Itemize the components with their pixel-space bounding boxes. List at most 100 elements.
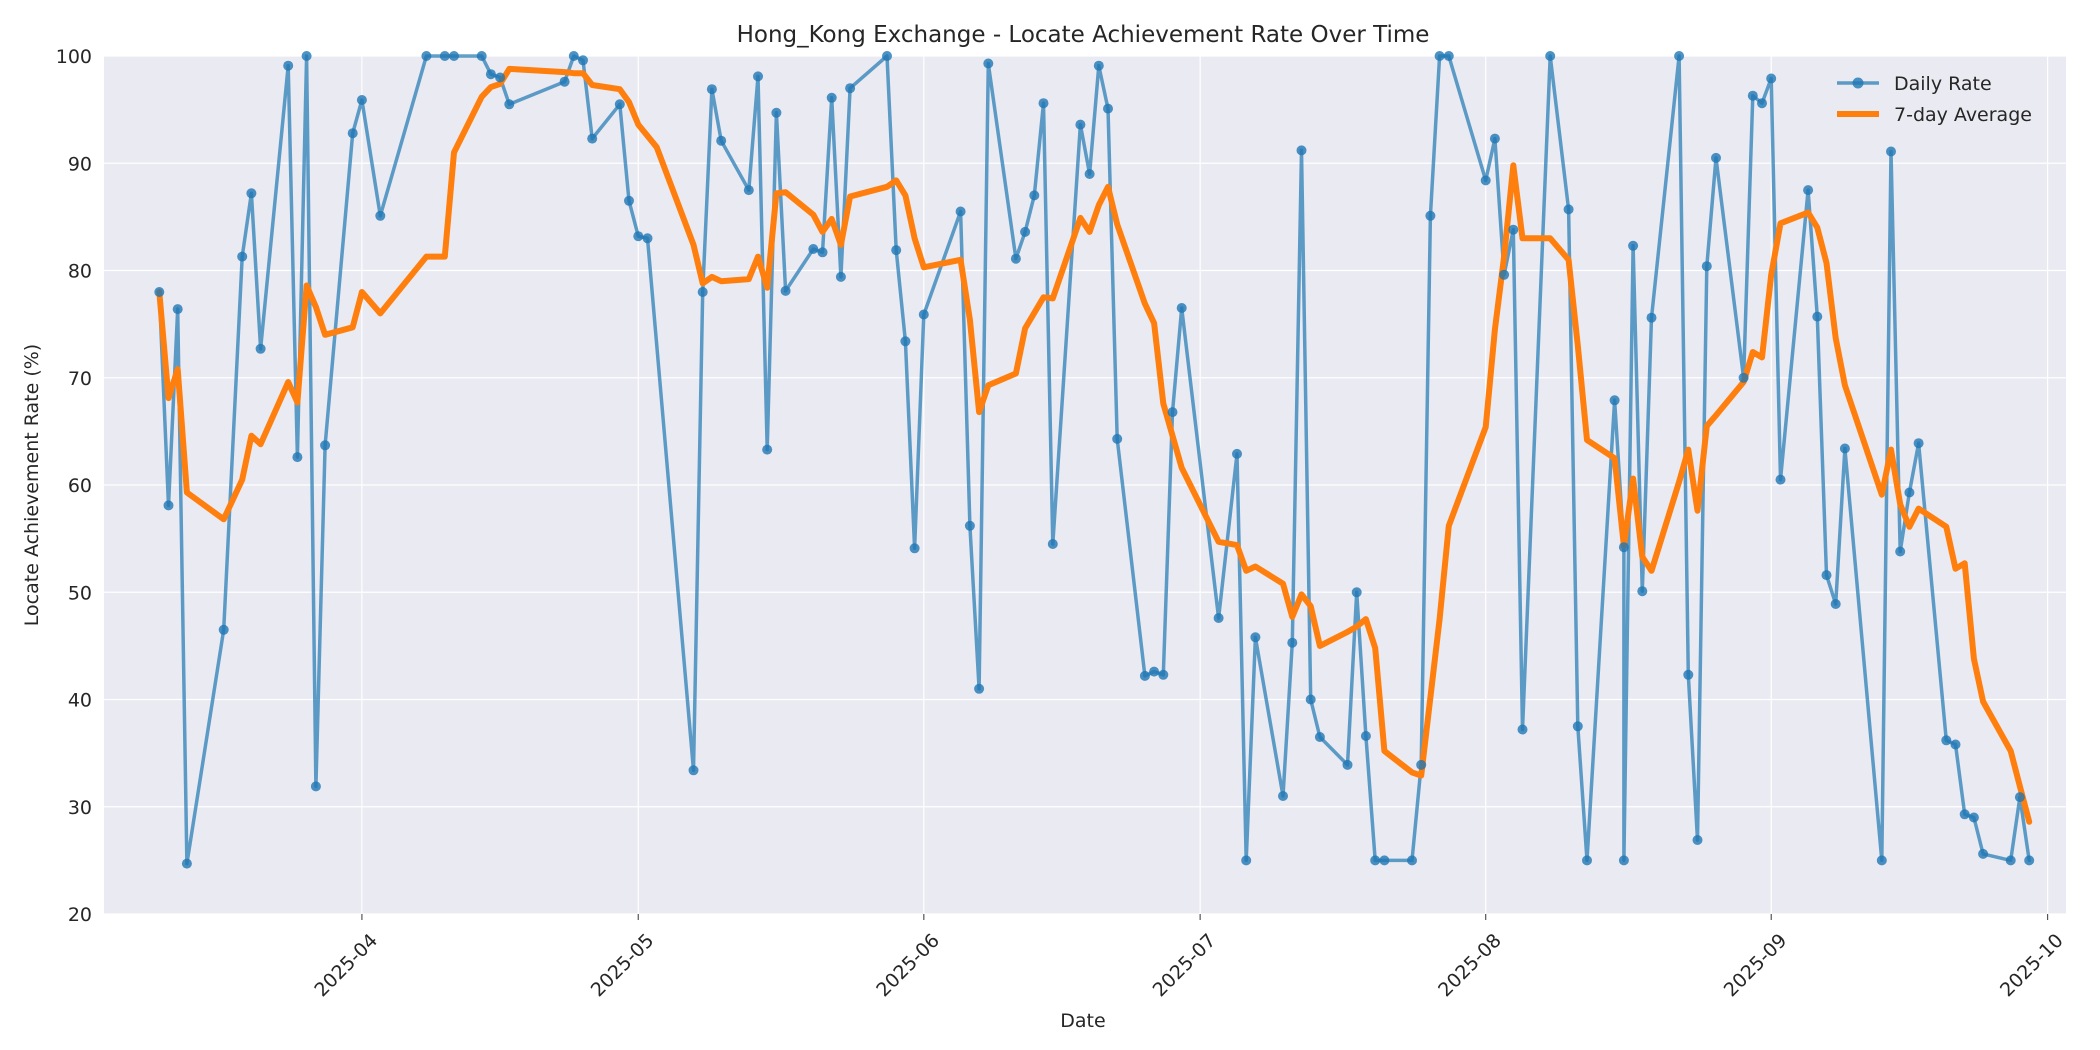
daily-rate-point — [283, 60, 294, 71]
daily-rate-point — [1379, 855, 1390, 866]
daily-rate-point — [1646, 312, 1657, 323]
daily-rate-point — [1434, 51, 1445, 61]
daily-rate-point — [716, 135, 727, 146]
y-tick-label: 60 — [68, 475, 92, 497]
daily-rate-point — [1103, 103, 1113, 114]
daily-rate-point — [1830, 599, 1841, 609]
y-tick-label: 50 — [68, 582, 92, 604]
y-tick-label: 70 — [68, 368, 92, 390]
daily-rate-point — [1517, 724, 1528, 735]
daily-rate-point — [1582, 855, 1592, 866]
daily-rate-point — [1692, 835, 1703, 845]
x-axis-label: Date — [1060, 1010, 1105, 1032]
daily-rate-point — [614, 99, 625, 110]
y-tick-label: 80 — [68, 261, 92, 283]
daily-rate-point — [1941, 735, 1952, 746]
legend-marker-daily-rate — [1852, 77, 1864, 89]
daily-rate-point — [1020, 226, 1031, 237]
daily-rate-point — [163, 500, 174, 511]
daily-rate-point — [835, 271, 846, 282]
daily-rate-point — [1821, 570, 1832, 581]
daily-rate-point — [918, 309, 929, 320]
y-tick-label: 100 — [56, 46, 92, 68]
daily-rate-point — [1637, 586, 1648, 597]
daily-rate-point — [1176, 303, 1187, 313]
daily-rate-point — [1287, 637, 1298, 648]
daily-rate-point — [1232, 448, 1242, 459]
daily-rate-point — [845, 83, 856, 94]
daily-rate-point — [1904, 487, 1915, 498]
daily-rate-point — [246, 188, 257, 199]
daily-rate-point — [1075, 119, 1086, 130]
daily-rate-point — [2014, 792, 2025, 803]
daily-rate-point — [1213, 613, 1224, 623]
daily-rate-point — [771, 107, 782, 118]
daily-rate-point — [1480, 175, 1491, 186]
daily-rate-point — [1499, 269, 1510, 280]
chart-title: Hong_Kong Exchange - Locate Achievement … — [737, 22, 1430, 48]
daily-rate-point — [891, 245, 902, 256]
daily-rate-point — [1167, 407, 1178, 418]
daily-rate-point — [568, 51, 579, 61]
daily-rate-point — [1139, 670, 1150, 681]
daily-rate-point — [983, 58, 994, 69]
y-tick-label: 40 — [68, 690, 92, 712]
daily-rate-point — [1010, 253, 1021, 264]
daily-rate-point — [1959, 809, 1970, 820]
daily-rate-point — [1618, 542, 1629, 553]
daily-rate-point — [1674, 51, 1685, 61]
daily-rate-point — [780, 285, 791, 296]
daily-rate-point — [1711, 152, 1721, 163]
daily-rate-point — [706, 84, 717, 95]
daily-rate-point — [172, 304, 183, 315]
daily-rate-point — [449, 51, 459, 61]
daily-rate-point — [1757, 98, 1767, 109]
daily-rate-point — [2005, 855, 2016, 866]
daily-rate-point — [1618, 855, 1629, 866]
daily-rate-point — [320, 440, 331, 451]
daily-rate-point — [1278, 791, 1288, 801]
daily-rate-point — [964, 520, 975, 531]
daily-rate-point — [1572, 721, 1583, 732]
daily-rate-point — [1876, 855, 1887, 866]
daily-rate-point — [974, 683, 985, 694]
daily-rate-point — [1241, 855, 1252, 866]
y-tick-label: 90 — [68, 153, 92, 175]
legend-label-daily-rate: Daily Rate — [1894, 73, 1992, 95]
daily-rate-point — [1250, 632, 1261, 643]
daily-rate-point — [1416, 759, 1427, 770]
daily-rate-point — [1978, 848, 1989, 859]
daily-rate-point — [909, 543, 920, 554]
daily-rate-point — [762, 444, 773, 455]
daily-rate-point — [882, 51, 892, 61]
daily-rate-point — [1370, 855, 1381, 866]
daily-rate-point — [1895, 546, 1906, 557]
daily-rate-point — [255, 343, 266, 354]
daily-rate-point — [1084, 169, 1095, 179]
daily-rate-point — [1812, 311, 1823, 322]
daily-rate-point — [495, 72, 506, 83]
series-markers — [154, 51, 2035, 869]
daily-rate-point — [1029, 190, 1040, 201]
daily-rate-point — [421, 51, 432, 61]
daily-rate-point — [1407, 855, 1417, 866]
daily-rate-point — [1803, 185, 1814, 196]
legend-label-7-day-average: 7-day Average — [1894, 104, 2032, 126]
daily-rate-point — [559, 76, 570, 87]
daily-rate-point — [1913, 438, 1924, 449]
daily-rate-point — [181, 858, 192, 869]
daily-rate-point — [624, 195, 634, 206]
daily-rate-point — [1701, 261, 1712, 272]
daily-rate-point — [900, 336, 911, 347]
daily-rate-point — [1950, 739, 1961, 750]
daily-rate-point — [1775, 474, 1786, 485]
y-tick-label: 30 — [68, 797, 92, 819]
daily-rate-point — [439, 51, 450, 61]
daily-rate-point — [292, 452, 303, 463]
daily-rate-point — [1305, 694, 1316, 705]
daily-rate-point — [1093, 60, 1104, 71]
y-axis-label: Locate Achievement Rate (%) — [21, 344, 43, 626]
daily-rate-point — [1886, 146, 1896, 157]
daily-rate-point — [642, 233, 653, 244]
